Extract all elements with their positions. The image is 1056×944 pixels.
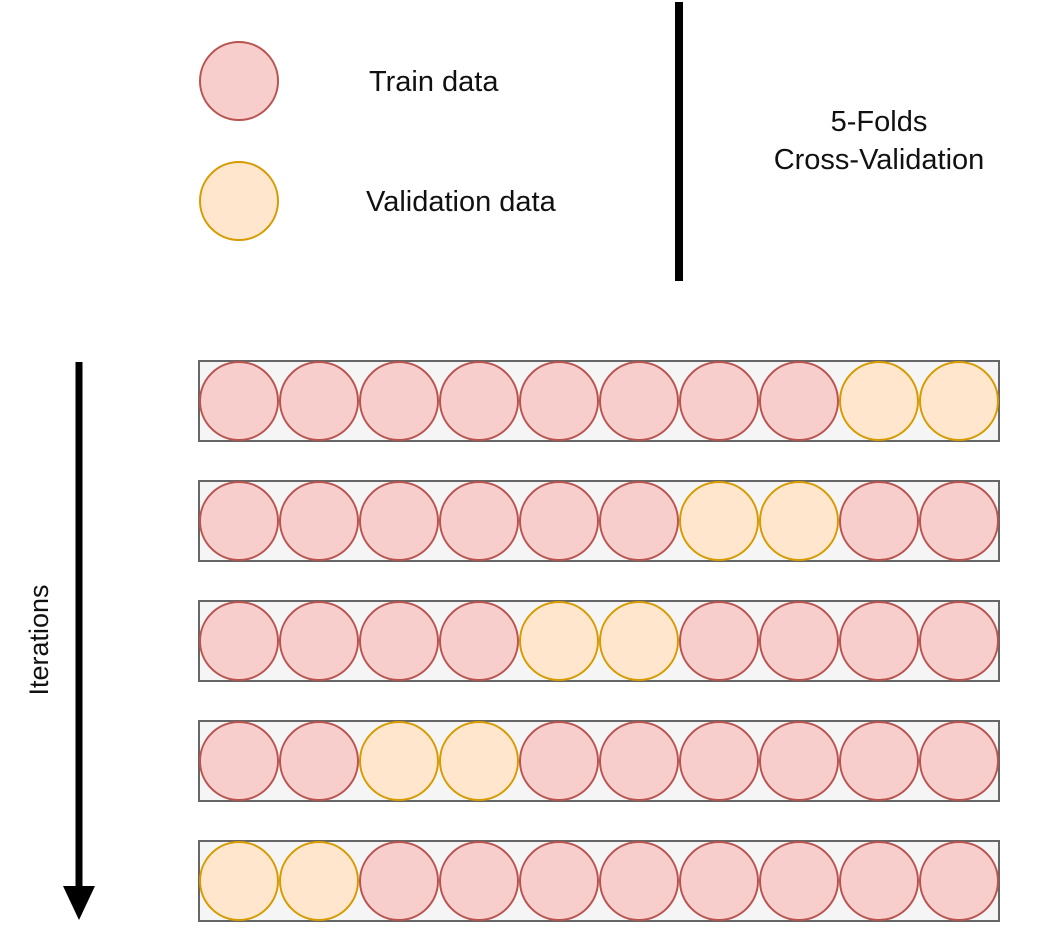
fold-row-1	[198, 360, 1000, 442]
validation-data-circle	[599, 601, 679, 681]
validation-data-circle	[199, 841, 279, 921]
train-data-circle	[679, 841, 759, 921]
train-data-circle	[599, 361, 679, 441]
train-data-circle	[439, 481, 519, 561]
train-data-circle	[679, 361, 759, 441]
legend-validation-label: Validation data	[366, 186, 557, 218]
title-line-1: 5-Folds	[831, 106, 928, 138]
train-data-circle	[519, 841, 599, 921]
fold-rows	[198, 360, 1000, 922]
train-data-circle	[839, 721, 919, 801]
train-data-circle	[679, 721, 759, 801]
arrow-down-icon	[63, 886, 95, 920]
train-data-circle	[519, 481, 599, 561]
train-data-circle	[759, 361, 839, 441]
train-data-circle	[599, 481, 679, 561]
train-data-circle	[199, 361, 279, 441]
train-data-circle	[359, 841, 439, 921]
train-data-circle	[279, 361, 359, 441]
train-data-circle	[839, 481, 919, 561]
train-data-circle	[279, 721, 359, 801]
iterations-label: Iterations	[24, 584, 54, 695]
train-data-circle	[279, 601, 359, 681]
title-line-2: Cross-Validation	[774, 144, 985, 176]
fold-row-5	[198, 840, 1000, 922]
iterations-arrow: Iterations	[24, 362, 95, 920]
validation-data-circle	[679, 481, 759, 561]
validation-data-circle	[359, 721, 439, 801]
title: 5-Folds Cross-Validation	[774, 106, 985, 176]
train-data-circle	[759, 601, 839, 681]
train-data-circle	[759, 841, 839, 921]
train-data-circle	[919, 481, 999, 561]
train-data-circle	[599, 841, 679, 921]
train-data-circle	[439, 361, 519, 441]
legend-train-label: Train data	[369, 66, 499, 98]
validation-data-circle	[759, 481, 839, 561]
train-data-circle	[759, 721, 839, 801]
train-data-circle	[359, 361, 439, 441]
legend-train-swatch	[199, 41, 279, 121]
train-data-circle	[839, 841, 919, 921]
train-data-circle	[919, 601, 999, 681]
legend: Train data Validation data	[199, 41, 557, 241]
train-data-circle	[279, 481, 359, 561]
train-data-circle	[199, 601, 279, 681]
train-data-circle	[919, 721, 999, 801]
train-data-circle	[519, 721, 599, 801]
train-data-circle	[359, 481, 439, 561]
train-data-circle	[199, 721, 279, 801]
train-data-circle	[919, 841, 999, 921]
fold-row-4	[198, 720, 1000, 802]
validation-data-circle	[439, 721, 519, 801]
train-data-circle	[599, 721, 679, 801]
validation-data-circle	[919, 361, 999, 441]
train-data-circle	[839, 601, 919, 681]
train-data-circle	[359, 601, 439, 681]
train-data-circle	[199, 481, 279, 561]
train-data-circle	[439, 841, 519, 921]
fold-row-3	[198, 600, 1000, 682]
legend-validation-swatch	[199, 161, 279, 241]
validation-data-circle	[519, 601, 599, 681]
validation-data-circle	[839, 361, 919, 441]
train-data-circle	[519, 361, 599, 441]
fold-row-2	[198, 480, 1000, 562]
train-data-circle	[679, 601, 759, 681]
train-data-circle	[439, 601, 519, 681]
validation-data-circle	[279, 841, 359, 921]
